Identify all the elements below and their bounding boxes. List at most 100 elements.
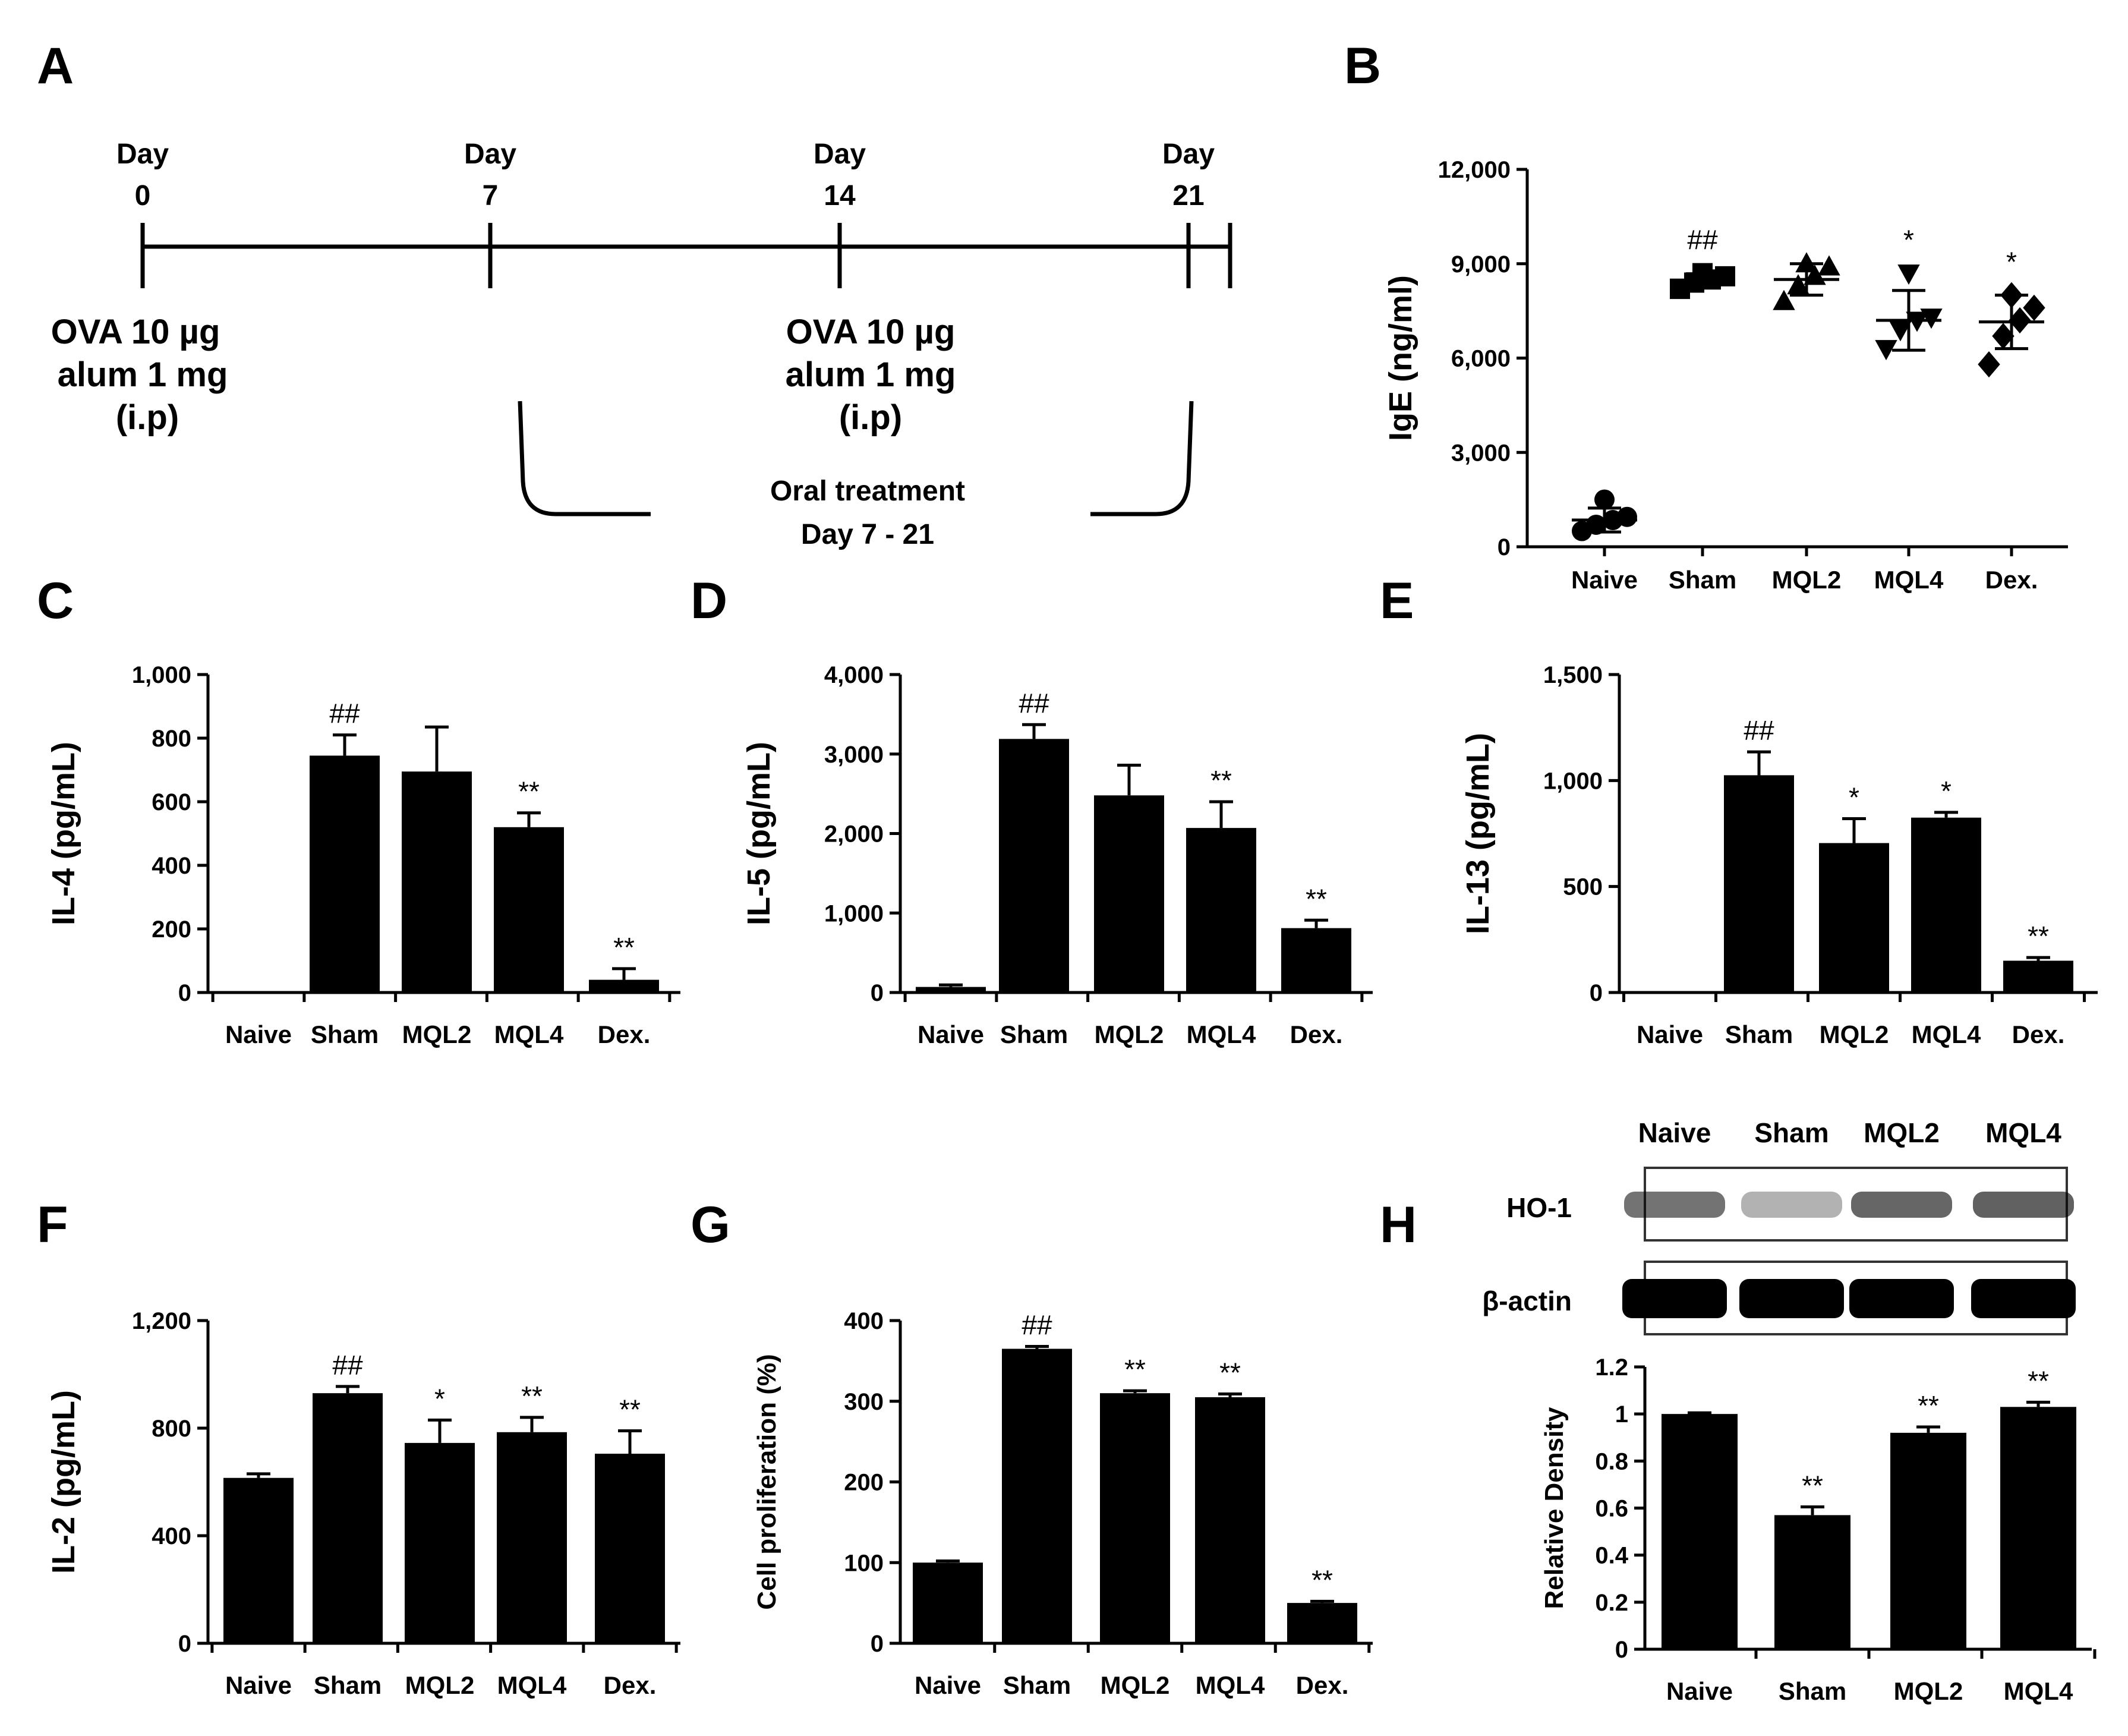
significance-label: *	[2006, 247, 2017, 278]
chart-h: 0 0.2 0.4 0.6 0.8 1 1.2 Naive Sham MQL2 MQL4 Relati…	[1540, 1354, 2097, 1705]
category-label: Dex.	[1296, 1671, 1349, 1699]
actin-band	[1622, 1279, 1727, 1318]
y-tick-label: 200	[152, 916, 191, 943]
bar	[2000, 1407, 2076, 1649]
category-label: Naive	[1571, 566, 1638, 594]
data-point	[1875, 340, 1897, 361]
significance-label: **	[1124, 1354, 1146, 1385]
y-tick-label: 0	[1590, 980, 1603, 1006]
bar	[402, 771, 472, 993]
day21-number: 21	[1172, 180, 1204, 212]
chart-b: 0 3,000 6,000 9,000 12,000 Naive Sham MQL2 MQL4 D…	[1383, 157, 2068, 594]
significance-label: ##	[329, 698, 360, 729]
ho1-band	[1851, 1192, 1952, 1218]
category-label: MQL4	[1196, 1671, 1265, 1699]
day14-number: 14	[824, 180, 856, 212]
category-label: MQL2	[1894, 1677, 1963, 1705]
blot-lane-mql2: MQL2	[1864, 1117, 1940, 1148]
ho1-band	[1624, 1192, 1725, 1218]
blot-row-ho1: HO-1	[1506, 1192, 1572, 1223]
data-point	[1818, 255, 1840, 276]
chart-g: 0 100 200 300 400 Naive Sham MQL2 MQL4 Dex. Cell p…	[752, 1308, 1373, 1699]
significance-label: *	[1849, 782, 1859, 813]
significance-label: **	[1219, 1357, 1241, 1388]
significance-label: **	[1802, 1470, 1823, 1501]
panel-label-d: D	[691, 572, 727, 629]
y-tick-label: 0.6	[1595, 1496, 1628, 1522]
day14-label: Day	[814, 138, 866, 170]
bar	[1819, 843, 1889, 993]
y-tick-label: 600	[152, 789, 191, 815]
y-tick-label: 0.2	[1595, 1590, 1628, 1616]
bar	[1890, 1432, 1966, 1649]
significance-label: ##	[1744, 715, 1774, 746]
category-label: Sham	[1669, 566, 1736, 594]
significance-label: ##	[1687, 225, 1718, 256]
injection2-line1: OVA 10 µg	[786, 313, 956, 351]
y-tick-label: 1,500	[1543, 662, 1603, 688]
category-label: MQL2	[1095, 1020, 1164, 1048]
ho1-band	[1741, 1192, 1842, 1218]
data-point	[2009, 307, 2031, 334]
day21-label: Day	[1162, 138, 1215, 170]
y-tick-label: 100	[844, 1550, 884, 1576]
y-tick-label: 400	[152, 853, 191, 879]
blot-lane-mql4: MQL4	[1985, 1117, 2061, 1148]
y-tick-label: 400	[844, 1308, 884, 1334]
significance-label: **	[521, 1381, 543, 1412]
panel-label-a: A	[37, 37, 74, 94]
significance-label: **	[619, 1394, 641, 1425]
data-point	[1787, 274, 1809, 295]
category-label: MQL4	[1874, 566, 1944, 594]
significance-label: **	[2028, 1365, 2049, 1396]
category-label: MQL4	[497, 1671, 567, 1699]
y-tick-label: 800	[152, 726, 191, 752]
significance-label: ##	[1019, 688, 1049, 719]
category-label: Sham	[1779, 1677, 1846, 1705]
category-label: Dex.	[1985, 566, 2038, 594]
category-label: Dex.	[604, 1671, 657, 1699]
data-point	[1992, 323, 2014, 349]
bar	[589, 979, 659, 993]
bar	[913, 1562, 983, 1643]
panel-label-b: B	[1344, 37, 1381, 94]
significance-label: ##	[332, 1350, 363, 1381]
category-label: MQL4	[1187, 1020, 1256, 1048]
y-tick-label: 800	[152, 1416, 191, 1442]
y-axis-label: Cell proliferation (%)	[752, 1354, 781, 1609]
bar	[310, 755, 380, 993]
bar	[313, 1393, 383, 1643]
ho1-band	[1973, 1192, 2074, 1218]
y-tick-label: 1	[1615, 1401, 1628, 1428]
y-tick-label: 3,000	[824, 742, 884, 768]
data-point	[1617, 506, 1637, 527]
y-tick-label: 1,000	[132, 662, 191, 688]
y-tick-label: 0	[871, 980, 884, 1006]
data-point	[1889, 321, 1912, 342]
day0-number: 0	[135, 180, 151, 212]
actin-band	[1849, 1279, 1954, 1318]
y-tick-label: 3,000	[1451, 440, 1511, 466]
significance-label: **	[1306, 883, 1327, 914]
injection1-line1: OVA 10 µg	[51, 313, 220, 351]
category-label: MQL2	[1101, 1671, 1170, 1699]
treatment-line1: Oral treatment	[770, 475, 965, 507]
chart-d: 0 1,000 2,000 3,000 4,000 Naive Sham MQL2 MQL4 De…	[741, 662, 1373, 1048]
chart-f: 0 400 800 1,200 Naive Sham MQL2 MQL4 Dex. IL-2 (p…	[46, 1308, 680, 1699]
data-point	[1773, 289, 1795, 310]
panel-label-g: G	[691, 1196, 730, 1253]
y-tick-label: 0	[178, 1631, 191, 1657]
injection2-line3: (i.p)	[839, 398, 902, 437]
panel-label-h: H	[1380, 1196, 1417, 1253]
bar	[494, 827, 564, 993]
significance-label: **	[1210, 765, 1232, 796]
y-tick-label: 4,000	[824, 662, 884, 688]
blot-lane-sham: Sham	[1754, 1117, 1828, 1148]
injection1-line3: (i.p)	[116, 398, 179, 437]
category-label: Dex.	[1290, 1020, 1343, 1048]
western-blot: Naive Sham MQL2 MQL4 HO-1 β-actin	[1482, 1117, 2076, 1335]
category-label: Naive	[225, 1020, 292, 1048]
y-tick-label: 0.4	[1595, 1543, 1628, 1569]
data-point	[1978, 351, 2000, 378]
